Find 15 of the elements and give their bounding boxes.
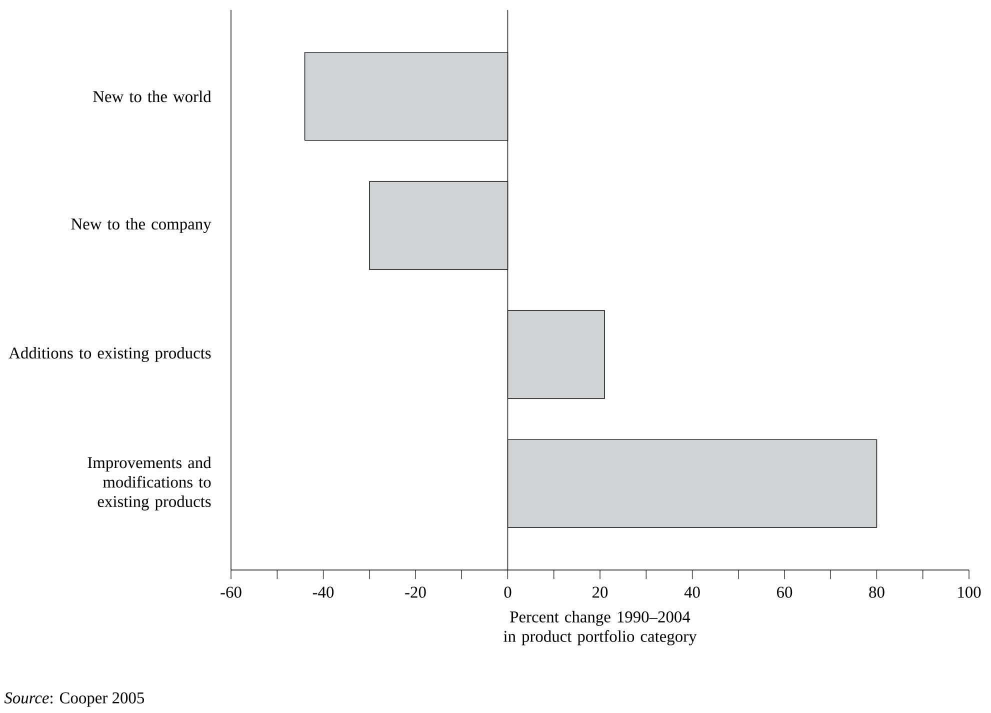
x-tick-label: 20 [592,586,608,598]
x-axis-title: Percent change 1990–2004 in product portfolio category [504,610,697,646]
x-tick-label: 0 [504,586,512,598]
x-tick-label: -40 [312,586,334,598]
x-tick-label: 60 [776,586,792,598]
x-tick-label: 40 [684,586,700,598]
y-tick-label: New to the world [93,90,212,102]
x-tick-label: 100 [958,586,981,598]
y-tick-label: Improvements and modifications to existing products [88,456,212,510]
x-tick-label: 80 [869,586,884,598]
x-tick-label: -60 [220,586,242,598]
y-tick-label: New to the company [71,218,212,233]
y-tick-label: Additions to existing products [8,347,211,362]
text: Source: Cooper 2005 [4,692,144,707]
x-tick-label: -20 [405,586,426,598]
